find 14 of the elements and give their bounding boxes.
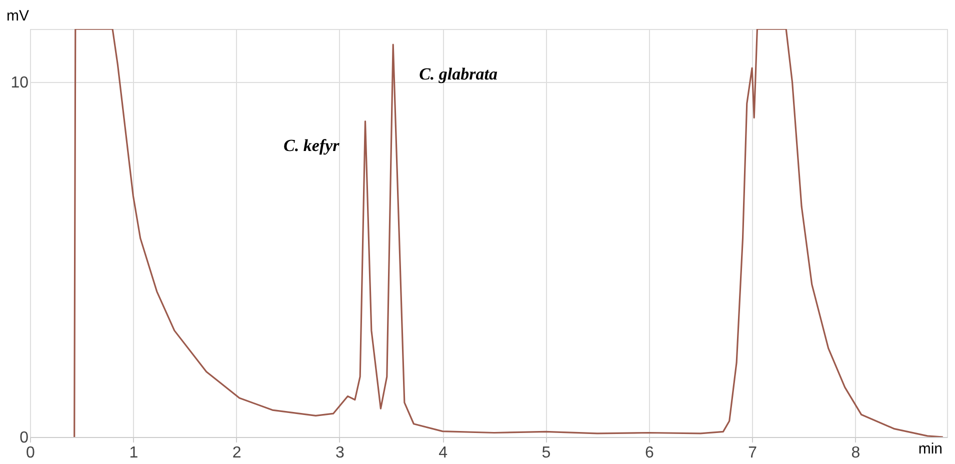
x-axis-title: min [918,440,942,458]
x-tick-label: 8 [851,444,860,462]
x-tick-label: 6 [644,444,654,462]
x-tick-label: 3 [335,444,344,462]
line-series [74,29,944,437]
x-tick-label: 5 [542,444,551,462]
annotation: C. kefyr [284,136,340,156]
annotation: C. glabrata [419,64,498,84]
x-tick-label: 7 [748,444,758,462]
x-tick-label: 1 [129,444,138,462]
x-tick-label: 2 [232,444,242,462]
y-tick-label: 10 [10,74,29,92]
y-axis-title: mV [6,8,29,24]
x-tick-label: 4 [438,444,448,462]
